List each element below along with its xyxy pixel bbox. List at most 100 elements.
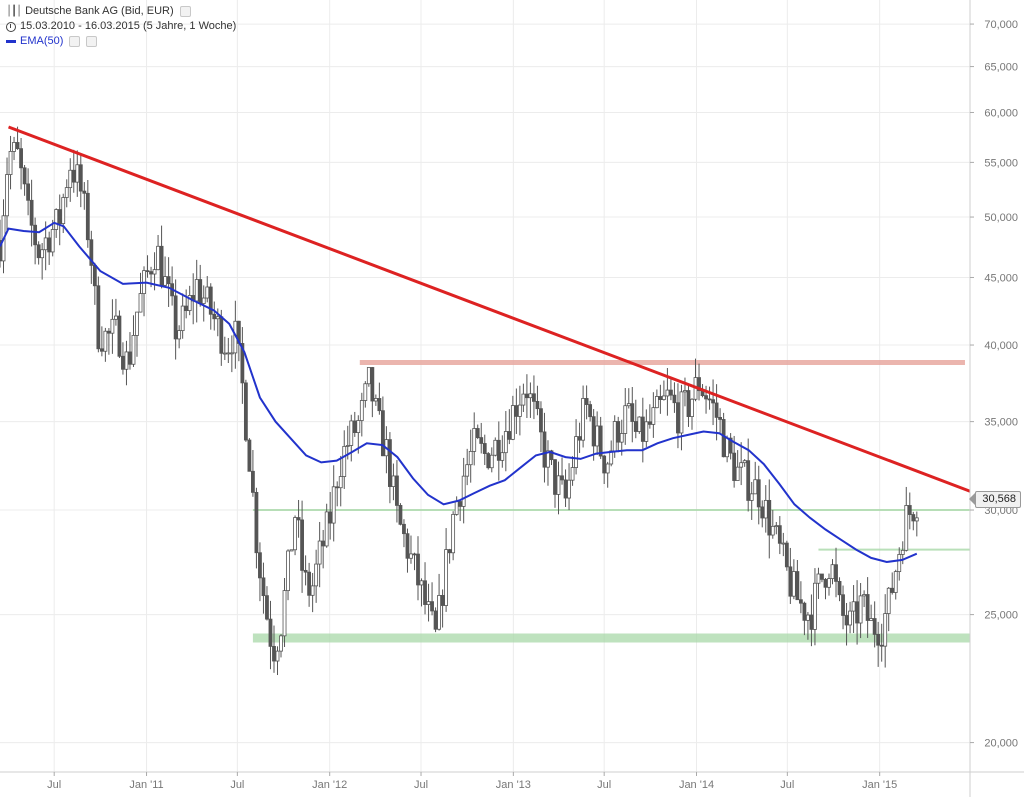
candle-body	[194, 279, 199, 302]
x-tick-label: Jul	[47, 779, 61, 791]
y-tick-label: 50,000	[984, 212, 1018, 224]
candle-body	[496, 439, 501, 461]
candle-body	[640, 416, 645, 442]
x-tick-label: Jul	[597, 779, 611, 791]
candle-body	[265, 595, 269, 620]
candle-body	[296, 517, 301, 521]
candle-body	[149, 271, 153, 275]
candle-body	[307, 571, 312, 596]
candle-body	[395, 475, 399, 506]
candle-body	[261, 577, 266, 597]
candle-body	[721, 419, 726, 458]
candle-body	[458, 501, 463, 507]
candle-body	[619, 433, 624, 443]
candle-body	[328, 511, 333, 524]
candle-body	[574, 436, 578, 468]
candle-body	[166, 276, 171, 285]
x-tick-label: Jul	[780, 779, 794, 791]
candle-body	[791, 571, 796, 597]
candle-body	[795, 571, 800, 601]
indicator-close-icon[interactable]	[86, 36, 98, 47]
candle-body	[57, 209, 62, 225]
candle-body	[848, 610, 852, 626]
candle-body	[777, 525, 782, 544]
x-axis: Jul Jan '11 Jul Jan '12 Jul Jan '13 Jul Jan '14…	[0, 771, 1024, 791]
ema-line	[0, 221, 918, 564]
candle-body	[542, 431, 547, 468]
candle-body	[36, 244, 41, 259]
candles-layer	[0, 126, 919, 676]
candle-body	[626, 403, 631, 407]
candle-body	[475, 428, 480, 438]
candle-body	[479, 437, 484, 444]
candle-body	[82, 190, 87, 194]
candle-body	[834, 564, 838, 582]
level-lines	[252, 360, 970, 643]
candle-body	[865, 594, 870, 621]
candle-body	[138, 293, 143, 313]
candle-body	[54, 209, 59, 230]
candle-body	[212, 313, 217, 320]
candle-body	[180, 305, 185, 332]
candle-body	[345, 445, 350, 447]
candle-body	[398, 505, 403, 525]
candle-body	[686, 390, 691, 417]
candle-body	[444, 549, 449, 606]
candle-body	[654, 396, 659, 409]
candle-body	[43, 237, 48, 251]
candle-body	[679, 391, 684, 434]
candle-body	[205, 286, 210, 299]
candle-body	[254, 491, 259, 554]
candle-body	[201, 297, 206, 304]
candle-body	[331, 486, 336, 524]
candle-body	[711, 399, 715, 404]
candle-body	[855, 601, 859, 624]
candle-body	[22, 167, 27, 185]
candle-body	[588, 404, 593, 418]
candle-body	[412, 553, 417, 556]
candle-body	[756, 479, 761, 508]
indicator-settings-icon[interactable]	[69, 36, 81, 47]
indicator-label[interactable]: EMA(50)	[20, 35, 64, 47]
legend-period-row: 15.03.2010 - 16.03.2015 (5 Jahre, 1 Woch…	[6, 19, 236, 34]
candle-body	[472, 428, 477, 452]
candle-body	[12, 142, 16, 152]
candle-body	[560, 475, 564, 481]
legend-indicator-row: EMA(50)	[6, 34, 236, 49]
candle-body	[370, 367, 375, 402]
candle-body	[5, 174, 9, 217]
candle-body	[391, 475, 396, 487]
candle-body	[416, 553, 420, 586]
candle-body	[770, 525, 775, 536]
candle-body	[886, 587, 891, 614]
candle-body	[904, 505, 909, 551]
candle-body	[226, 352, 231, 355]
candle-body	[342, 445, 347, 477]
candle-body	[184, 305, 189, 312]
candle-body	[426, 601, 431, 605]
candle-body	[746, 460, 751, 501]
candle-body	[595, 425, 600, 447]
candle-body	[647, 421, 652, 425]
candle-body	[503, 431, 508, 454]
candle-body	[430, 601, 434, 612]
candle-body	[577, 436, 582, 441]
candle-body	[289, 549, 294, 552]
candle-body	[124, 351, 129, 370]
candle-body	[633, 421, 638, 432]
candle-body	[749, 493, 754, 501]
candle-body	[549, 450, 554, 461]
candle-body	[570, 467, 575, 481]
candle-body	[683, 390, 687, 393]
candle-body	[135, 311, 139, 336]
candle-body	[605, 463, 610, 474]
candle-body	[465, 464, 470, 477]
candle-body	[535, 400, 540, 410]
candle-body	[774, 525, 779, 528]
candle-body	[208, 286, 213, 315]
candle-body	[567, 479, 571, 499]
candle-body	[40, 249, 45, 259]
settings-icon[interactable]	[179, 6, 191, 17]
candle-body	[317, 540, 322, 565]
